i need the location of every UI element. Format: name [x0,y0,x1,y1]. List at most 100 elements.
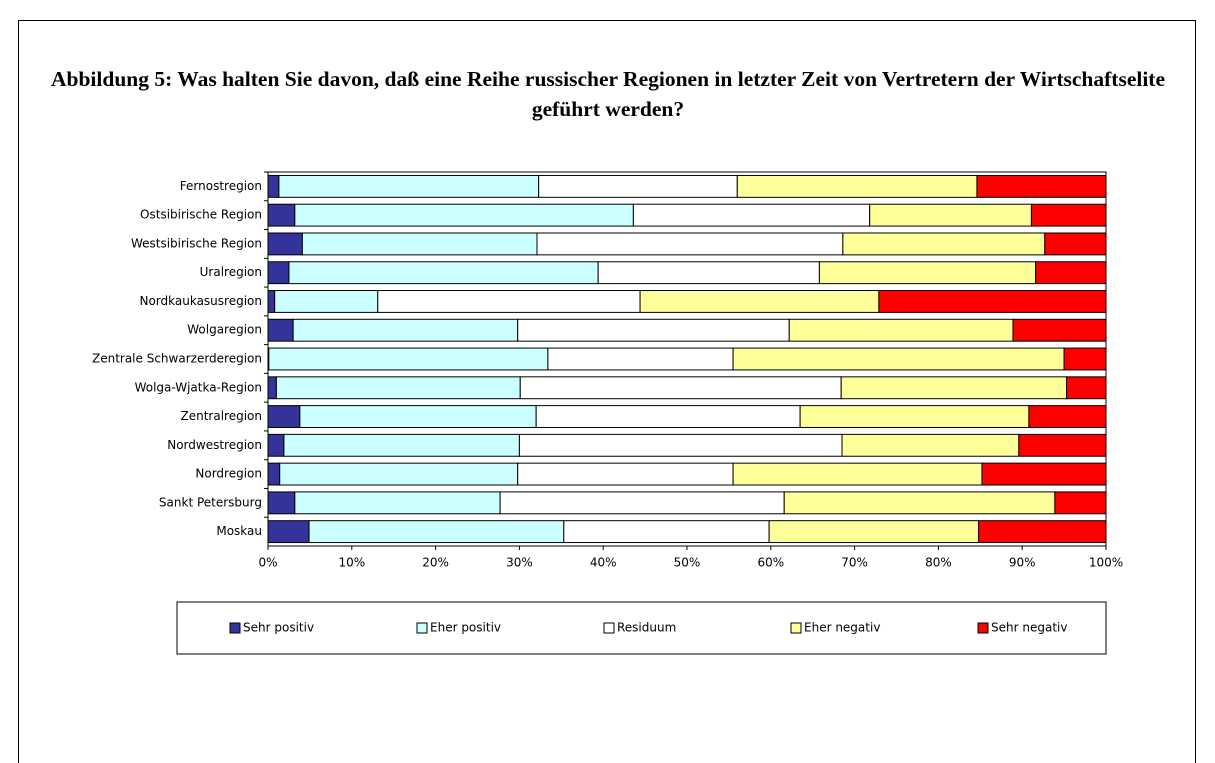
bar-segment [267,376,277,400]
bar-segment [294,491,501,515]
bar-segment [842,232,1046,256]
bar-segment [301,232,538,256]
legend-swatch [790,622,802,634]
legend-label: Sehr positiv [243,621,314,635]
bar-segment [1030,203,1107,227]
bar-segment [783,491,1056,515]
bar-segment [536,232,844,256]
y-tick-label: Nordregion [195,467,262,481]
bar-segment [1012,318,1107,342]
x-tick-label: 100% [1089,556,1123,570]
frame [18,20,1196,763]
x-tick-label: 20% [422,556,449,570]
bar-segment [535,405,801,428]
y-tick-label: Westsibirische Region [131,236,262,250]
chart-title: Abbildung 5: Was halten Sie davon, daß e… [50,67,1166,121]
bar-segment [1054,491,1107,515]
bar-segment [1028,405,1107,428]
bar-segment [288,261,599,285]
x-tick-label: 70% [841,556,868,570]
bar-segment [299,405,537,428]
bar-segment [294,203,634,227]
bar-segment [1063,347,1107,371]
x-tick-label: 90% [1009,556,1036,570]
bar-segment [878,290,1107,313]
bar-segment [818,261,1037,285]
y-tick-label: Zentrale Schwarzerderegion [92,352,262,366]
bar-segment [1066,376,1107,400]
legend-swatch [229,622,241,634]
bar-segment [538,174,738,198]
bar-segment [841,433,1020,457]
bar-segment [267,405,301,428]
y-tick-label: Wolga-Wjatka-Region [135,380,262,394]
x-tick-label: 40% [590,556,617,570]
x-tick-label: 10% [338,556,365,570]
bar-segment [267,520,310,544]
x-tick-label: 60% [757,556,784,570]
bar-segment [267,290,276,313]
y-tick-label: Moskau [216,524,262,538]
bar-segment [1044,232,1107,256]
y-tick-label: Fernostregion [180,179,262,193]
bar-segment [267,232,303,256]
x-tick-label: 80% [925,556,952,570]
bar-segment [639,290,880,313]
bar-segment [547,347,734,371]
bar-segment [768,520,980,544]
bar-segment [517,318,790,342]
y-tick-label: Uralregion [200,265,262,279]
bar-segment [869,203,1032,227]
legend-swatch [603,622,615,634]
bar-segment [632,203,871,227]
bar-segment [267,203,296,227]
y-tick-label: Wolgaregion [187,323,262,337]
bar-segment [267,462,281,486]
legend-swatch [416,622,428,634]
bar-segment [267,318,294,342]
bar-segment [978,520,1107,544]
bar-segment [976,174,1107,198]
legend-box [176,601,1107,655]
y-tick-label: Sankt Petersburg [159,495,262,509]
bar-segment [279,462,519,486]
bar-segment [799,405,1030,428]
bar-segment [267,261,290,285]
bar-segment [292,318,519,342]
x-tick-label: 50% [674,556,701,570]
bar-segment [981,462,1107,486]
y-tick-label: Nordkaukasusregion [139,294,262,308]
bar-segment [275,376,521,400]
bar-segment [736,174,978,198]
bar-segment [377,290,641,313]
bar-segment [499,491,785,515]
bar-segment [1018,433,1107,457]
y-tick-label: Nordwestregion [167,438,262,452]
bar-segment [268,347,549,371]
bar-segment [1035,261,1107,285]
x-tick-label: 30% [506,556,533,570]
x-tick-label: 0% [258,556,277,570]
legend-label: Eher negativ [804,621,880,635]
bar-segment [563,520,770,544]
bar-segment [517,462,734,486]
bar-segment [283,433,520,457]
bar-segment [519,376,842,400]
legend-label: Sehr negativ [991,621,1067,635]
legend-label: Residuum [617,621,676,635]
bar-segment [732,462,983,486]
bar-segment [597,261,820,285]
bar-segment [840,376,1068,400]
legend-swatch [977,622,989,634]
bar-segment [788,318,1014,342]
bar-segment [278,174,540,198]
bar-segment [267,433,285,457]
y-tick-label: Zentralregion [181,409,263,423]
bar-segment [267,491,296,515]
bar-segment [308,520,565,544]
bar-segment [274,290,379,313]
legend-label: Eher positiv [430,621,501,635]
bar-segment [518,433,843,457]
